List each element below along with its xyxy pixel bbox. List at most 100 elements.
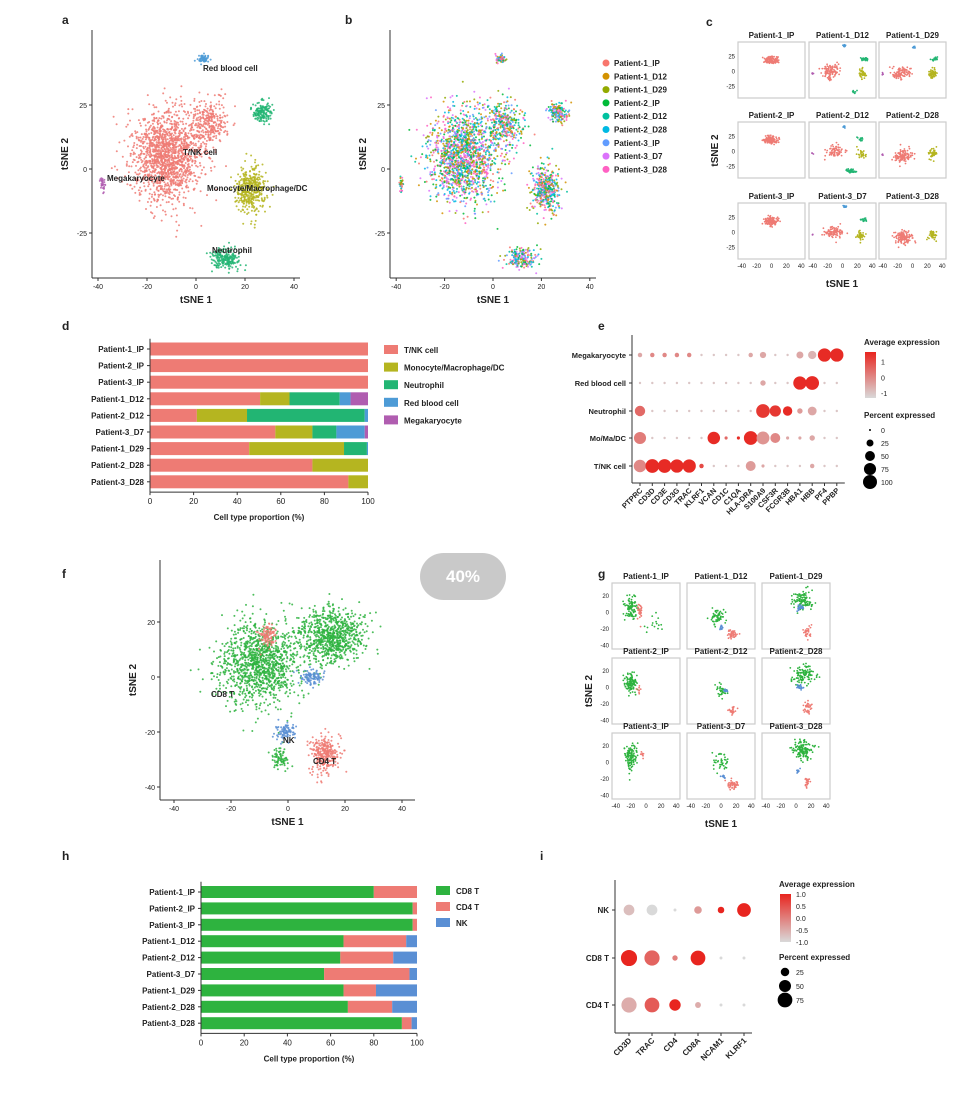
scatter-point bbox=[444, 147, 447, 150]
scatter-point bbox=[151, 145, 154, 148]
scatter-point bbox=[146, 152, 149, 155]
scatter-point bbox=[222, 264, 225, 267]
scatter-point bbox=[174, 172, 177, 175]
scatter-point bbox=[124, 175, 126, 178]
scatter-point bbox=[481, 192, 484, 195]
scatter-point bbox=[260, 98, 263, 101]
scatter-point bbox=[179, 144, 182, 147]
scatter-point bbox=[436, 139, 439, 142]
scatter-point bbox=[444, 118, 447, 121]
scatter-point bbox=[167, 192, 170, 194]
scatter-point bbox=[234, 105, 236, 108]
scatter-point bbox=[451, 126, 454, 129]
scatter-point bbox=[198, 153, 201, 156]
scatter-point bbox=[163, 168, 166, 171]
scatter-point bbox=[180, 145, 183, 148]
scatter-point bbox=[127, 145, 129, 148]
scatter-point bbox=[471, 176, 474, 179]
scatter-point bbox=[454, 212, 457, 214]
scatter-point bbox=[149, 150, 152, 153]
scatter-point bbox=[453, 156, 455, 159]
scatter-point bbox=[149, 170, 152, 173]
scatter-point bbox=[168, 185, 171, 188]
scatter-point bbox=[170, 167, 173, 170]
scatter-point bbox=[142, 163, 145, 166]
scatter-point bbox=[565, 119, 568, 121]
scatter-point bbox=[210, 258, 213, 261]
scatter-point bbox=[560, 207, 563, 210]
scatter-point bbox=[213, 115, 216, 118]
scatter-point bbox=[543, 188, 546, 191]
scatter-point bbox=[237, 201, 240, 204]
panel-label-d: d bbox=[62, 319, 69, 333]
scatter-point bbox=[164, 138, 167, 140]
scatter-point bbox=[242, 205, 244, 208]
scatter-point bbox=[181, 105, 184, 108]
scatter-point bbox=[464, 205, 467, 208]
scatter-point bbox=[100, 177, 103, 180]
scatter-point bbox=[466, 115, 468, 118]
scatter-point bbox=[429, 131, 432, 134]
scatter-point bbox=[168, 168, 171, 171]
scatter-point bbox=[553, 209, 556, 212]
scatter-point bbox=[466, 148, 469, 151]
scatter-point bbox=[475, 128, 477, 131]
scatter-point bbox=[492, 144, 495, 147]
scatter-point bbox=[220, 121, 223, 124]
panel-label-h: h bbox=[62, 849, 69, 863]
x-tick-label: 40 bbox=[290, 284, 298, 291]
scatter-point bbox=[180, 178, 183, 181]
scatter-point bbox=[503, 159, 506, 162]
scatter-point bbox=[254, 161, 256, 164]
scatter-point bbox=[549, 176, 552, 179]
scatter-point bbox=[257, 210, 260, 213]
scatter-point bbox=[249, 170, 252, 172]
scatter-point bbox=[480, 113, 482, 116]
scatter-point bbox=[203, 118, 206, 121]
scatter-point bbox=[453, 195, 456, 198]
scatter-point bbox=[468, 138, 471, 141]
scatter-point bbox=[240, 196, 243, 199]
scatter-point bbox=[469, 115, 471, 118]
scatter-point bbox=[98, 179, 101, 182]
scatter-point bbox=[214, 107, 217, 110]
scatter-point bbox=[178, 170, 181, 173]
scatter-point bbox=[443, 144, 446, 147]
scatter-point bbox=[163, 128, 166, 131]
scatter-point bbox=[235, 205, 238, 208]
scatter-point bbox=[198, 54, 200, 57]
scatter-point bbox=[540, 192, 543, 195]
scatter-point bbox=[141, 160, 144, 162]
scatter-point bbox=[259, 107, 262, 110]
scatter-point bbox=[162, 138, 165, 141]
scatter-point bbox=[200, 134, 203, 137]
scatter-point bbox=[463, 197, 466, 199]
scatter-point bbox=[514, 146, 517, 149]
scatter-point bbox=[188, 114, 191, 117]
scatter-point bbox=[484, 131, 487, 134]
scatter-point bbox=[210, 125, 213, 128]
scatter-point bbox=[472, 163, 475, 165]
scatter-point bbox=[137, 119, 140, 122]
scatter-point bbox=[152, 178, 155, 181]
scatter-point bbox=[177, 145, 180, 148]
scatter-point bbox=[479, 129, 482, 132]
scatter-point bbox=[169, 181, 172, 183]
scatter-point bbox=[496, 192, 499, 194]
scatter-point bbox=[183, 127, 186, 130]
scatter-point bbox=[195, 119, 198, 121]
scatter-point bbox=[516, 104, 519, 107]
scatter-point bbox=[173, 176, 176, 179]
scatter-point bbox=[449, 145, 452, 148]
scatter-point bbox=[481, 141, 484, 143]
scatter-point bbox=[563, 107, 565, 110]
scatter-point bbox=[263, 198, 266, 201]
scatter-point bbox=[187, 149, 190, 152]
scatter-point bbox=[467, 135, 470, 138]
scatter-point bbox=[477, 125, 480, 128]
scatter-point bbox=[441, 173, 443, 175]
scatter-point bbox=[199, 57, 202, 60]
scatter-point bbox=[479, 184, 482, 187]
scatter-point bbox=[151, 160, 154, 163]
scatter-point bbox=[193, 162, 196, 165]
